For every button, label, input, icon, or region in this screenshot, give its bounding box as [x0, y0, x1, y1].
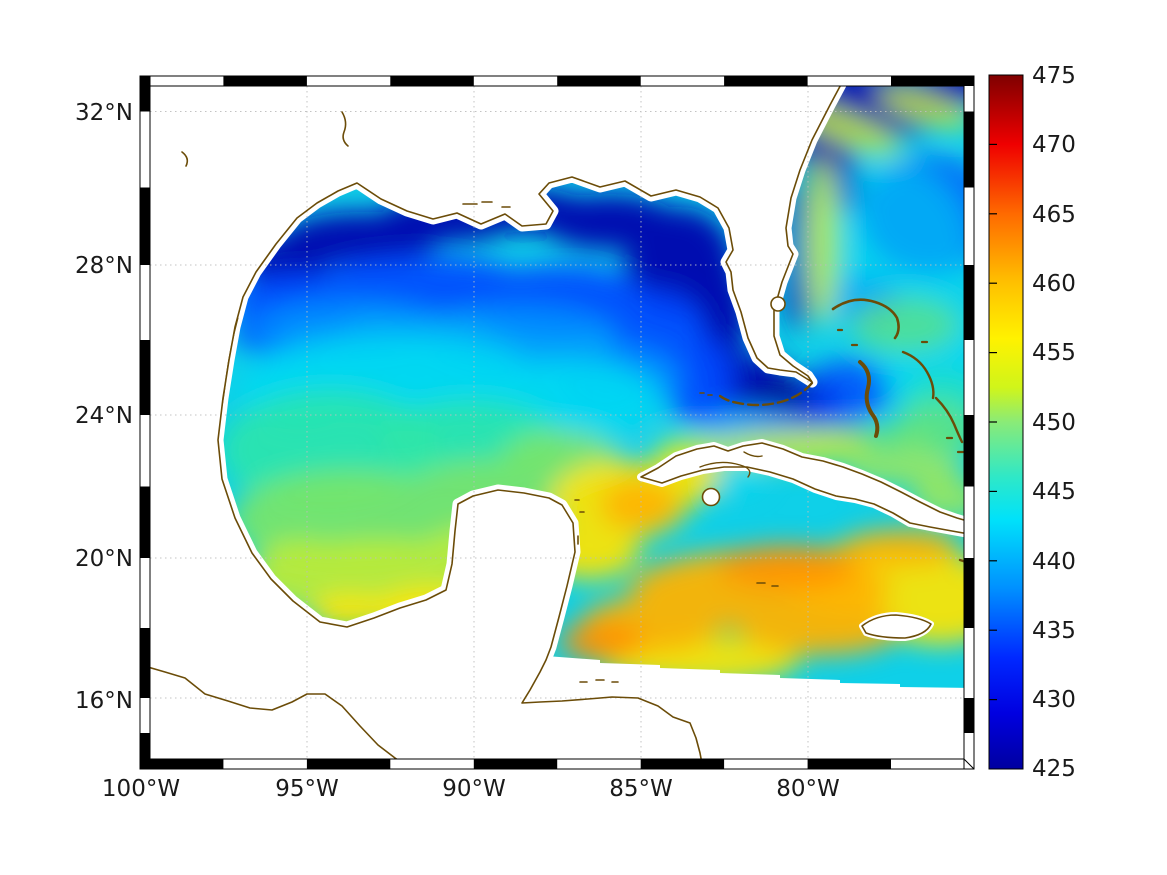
lat-label: 32°N	[75, 100, 133, 126]
no-data-strip	[546, 656, 973, 768]
gridlines	[150, 86, 963, 759]
cuba-keys	[699, 451, 763, 478]
colorbar-label: 470	[1032, 132, 1076, 158]
lon-label: 95°W	[275, 776, 339, 802]
heatmap-field	[141, 77, 973, 768]
map-frame	[139, 75, 975, 770]
lon-label: 85°W	[609, 776, 673, 802]
y-axis-labels: 32°N 28°N 24°N 20°N 16°N	[75, 100, 133, 714]
coastline-mainland	[217, 77, 846, 768]
florida-keys	[718, 381, 814, 407]
lake-okeechobee	[770, 296, 786, 312]
colorbar-label: 455	[1032, 340, 1076, 366]
colorbar-label: 430	[1032, 687, 1076, 713]
lat-label: 24°N	[75, 403, 133, 429]
colorbar: 475 470 465 460 455 450 445 440 435 430 …	[988, 63, 1076, 782]
colorbar-label: 450	[1032, 410, 1076, 436]
colorbar-ticks	[989, 143, 997, 701]
colorbar-label: 440	[1032, 549, 1076, 575]
coastline-pacific	[141, 664, 412, 768]
islands	[637, 298, 973, 641]
isla-juventud	[701, 487, 721, 507]
lat-label: 20°N	[75, 546, 133, 572]
colorbar-label: 425	[1032, 756, 1076, 782]
lon-label: 100°W	[102, 776, 180, 802]
lat-label: 28°N	[75, 253, 133, 279]
colorbar-label: 435	[1032, 618, 1076, 644]
colorbar-label: 465	[1032, 202, 1076, 228]
coastlines	[141, 77, 846, 768]
lon-label: 80°W	[776, 776, 840, 802]
colorbar-label: 475	[1032, 63, 1076, 89]
colorbar-labels: 475 470 465 460 455 450 445 440 435 430 …	[1032, 63, 1076, 782]
lat-label: 16°N	[75, 688, 133, 714]
lon-label: 90°W	[442, 776, 506, 802]
colorbar-label: 445	[1032, 479, 1076, 505]
bahamas	[831, 298, 965, 454]
x-axis-labels: 100°W 95°W 90°W 85°W 80°W	[102, 776, 840, 802]
colorbar-label: 460	[1032, 271, 1076, 297]
